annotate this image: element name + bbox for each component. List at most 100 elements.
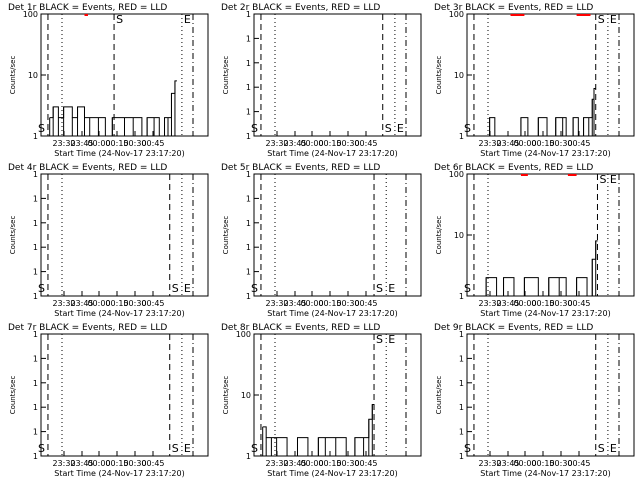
- marker-s-label: S: [116, 13, 123, 26]
- x-tick-label: 23:45: [283, 299, 306, 308]
- y-tick-label: 1: [33, 268, 38, 277]
- y-axis-label: Counts/sec: [9, 216, 17, 255]
- y-tick-label: 1: [246, 292, 251, 301]
- plot-frame: [253, 13, 422, 137]
- plot-frame: [40, 333, 209, 457]
- marker-e-label: E: [610, 13, 617, 26]
- x-tick-label: 00:30: [549, 139, 572, 148]
- x-tick-label: 23:45: [70, 459, 93, 468]
- x-tick-label: 00:45: [354, 139, 377, 148]
- y-tick-label: 1: [33, 170, 38, 179]
- y-tick-label: 1: [33, 379, 38, 388]
- x-tick-label: 00:30: [336, 459, 359, 468]
- x-tick-label: 23:30: [478, 299, 501, 308]
- marker-left-s-label: S: [38, 282, 45, 295]
- marker-left-s-label: S: [251, 442, 258, 455]
- x-tick-label: 23:30: [52, 459, 75, 468]
- panel-title: Det 4r BLACK = Events, RED = LLD: [8, 163, 167, 173]
- x-tick-label: 23:30: [265, 299, 288, 308]
- y-tick-label: 1: [246, 170, 251, 179]
- x-tick-label: 23:45: [496, 299, 519, 308]
- x-tick-label: 23:30: [52, 299, 75, 308]
- x-tick-label: 23:45: [70, 139, 93, 148]
- marker-s-label: S: [385, 122, 392, 135]
- y-tick-label: 1: [33, 403, 38, 412]
- y-tick-label: 1: [33, 219, 38, 228]
- marker-e-label: E: [184, 282, 191, 295]
- x-tick-label: 00:30: [549, 459, 572, 468]
- marker-e-label: E: [610, 442, 617, 455]
- y-tick-label: 1: [33, 243, 38, 252]
- series-events: [486, 88, 596, 137]
- y-tick-label: 1: [459, 354, 464, 363]
- marker-e-label: E: [184, 13, 191, 26]
- y-tick-label: 1: [459, 403, 464, 412]
- x-tick-label: 00:45: [141, 459, 164, 468]
- panel-title: Det 9r BLACK = Events, RED = LLD: [434, 323, 593, 333]
- y-tick-label: 100: [236, 330, 251, 339]
- x-tick-label: 00:15: [531, 299, 554, 308]
- marker-s-label: S: [172, 442, 179, 455]
- y-tick-label: 1: [246, 452, 251, 461]
- marker-e-label: E: [388, 282, 395, 295]
- x-axis-label: Start Time (24-Nov-17 23:17:20): [267, 149, 397, 158]
- y-tick-label: 10: [454, 231, 464, 240]
- marker-left-s-label: S: [464, 282, 471, 295]
- y-tick-label: 1: [246, 83, 251, 92]
- x-tick-label: 00:45: [354, 299, 377, 308]
- marker-left-s-label: S: [251, 122, 258, 135]
- y-tick-label: 1: [459, 292, 464, 301]
- marker-s-label: S: [598, 442, 605, 455]
- panel-det9: Det 9r BLACK = Events, RED = LLD111111Co…: [434, 323, 635, 478]
- marker-e-label: E: [184, 442, 191, 455]
- x-tick-label: 00:45: [141, 299, 164, 308]
- plot-frame: [466, 333, 635, 457]
- y-tick-label: 1: [33, 428, 38, 437]
- panel-title: Det 8r BLACK = Events, RED = LLD: [221, 323, 380, 333]
- y-tick-label: 1: [33, 132, 38, 141]
- panel-title: Det 7r BLACK = Events, RED = LLD: [8, 323, 167, 333]
- marker-left-s-label: S: [251, 282, 258, 295]
- y-tick-label: 1: [33, 330, 38, 339]
- x-tick-label: 23:30: [52, 139, 75, 148]
- y-axis-label: Counts/sec: [435, 376, 443, 415]
- plot-frame: [253, 173, 422, 297]
- y-axis-label: Counts/sec: [435, 216, 443, 255]
- panel-title: Det 5r BLACK = Events, RED = LLD: [221, 163, 380, 173]
- y-axis-label: Counts/sec: [9, 376, 17, 415]
- y-axis-label: Counts/sec: [9, 56, 17, 95]
- marker-left-s-label: S: [464, 442, 471, 455]
- x-tick-label: 23:30: [478, 459, 501, 468]
- x-tick-label: 00:45: [354, 459, 377, 468]
- y-tick-label: 1: [246, 10, 251, 19]
- x-tick-label: 00:00: [300, 299, 323, 308]
- marker-s-label: S: [599, 173, 606, 186]
- y-axis-label: Counts/sec: [222, 56, 230, 95]
- panel-title: Det 6r BLACK = Events, RED = LLD: [434, 163, 593, 173]
- y-tick-label: 1: [33, 194, 38, 203]
- series-events: [49, 80, 177, 137]
- y-tick-label: 1: [33, 292, 38, 301]
- x-tick-label: 00:15: [531, 139, 554, 148]
- marker-e-label: E: [610, 173, 617, 186]
- panel-title: Det 3r BLACK = Events, RED = LLD: [434, 3, 593, 13]
- x-tick-label: 00:15: [105, 459, 128, 468]
- x-tick-label: 00:30: [336, 299, 359, 308]
- y-tick-label: 10: [454, 71, 464, 80]
- marker-s-label: S: [376, 282, 383, 295]
- x-tick-label: 00:15: [105, 139, 128, 148]
- x-tick-label: 00:00: [87, 139, 110, 148]
- y-tick-label: 1: [459, 428, 464, 437]
- y-tick-label: 1: [246, 108, 251, 117]
- y-axis-label: Counts/sec: [222, 216, 230, 255]
- y-tick-label: 1: [459, 379, 464, 388]
- x-tick-label: 00:30: [336, 139, 359, 148]
- marker-left-s-label: S: [38, 442, 45, 455]
- y-tick-label: 1: [246, 268, 251, 277]
- x-tick-label: 23:30: [265, 459, 288, 468]
- x-axis-label: Start Time (24-Nov-17 23:17:20): [267, 469, 397, 478]
- x-tick-label: 00:45: [567, 299, 590, 308]
- x-tick-label: 00:00: [300, 139, 323, 148]
- y-tick-label: 1: [246, 194, 251, 203]
